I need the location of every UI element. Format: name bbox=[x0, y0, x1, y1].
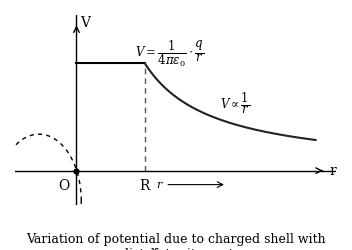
Text: r: r bbox=[146, 248, 152, 250]
Text: V: V bbox=[80, 16, 90, 30]
Text: Variation of potential due to charged shell with: Variation of potential due to charged sh… bbox=[26, 232, 326, 245]
Text: distance: distance bbox=[147, 248, 205, 250]
Text: r: r bbox=[157, 180, 162, 190]
Text: from its centre: from its centre bbox=[149, 248, 246, 250]
Text: O: O bbox=[58, 179, 70, 193]
Text: $V \propto \dfrac{1}{r}$: $V \propto \dfrac{1}{r}$ bbox=[220, 92, 250, 116]
Text: R: R bbox=[140, 179, 150, 193]
Text: $V = \dfrac{1}{4\pi\varepsilon_0}\cdot\dfrac{q}{r}$: $V = \dfrac{1}{4\pi\varepsilon_0}\cdot\d… bbox=[134, 40, 204, 70]
Text: distance: distance bbox=[121, 248, 179, 250]
Text: r: r bbox=[329, 164, 336, 178]
